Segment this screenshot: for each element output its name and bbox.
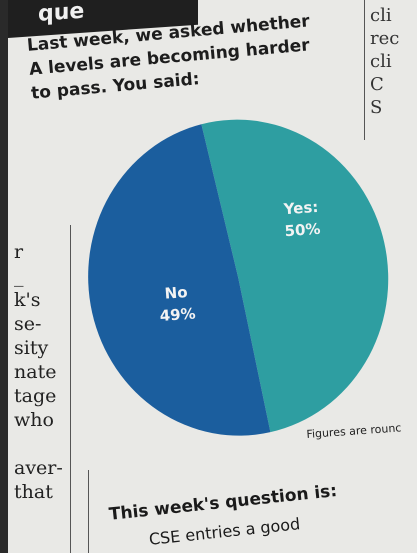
left-column-line: k's [14,289,41,311]
left-column-text: r _ k's se-sity nate tage who aver-that [14,240,74,504]
left-column-divider [70,225,71,553]
pie-slice-yes [201,119,389,433]
right-column-line: C [370,74,384,95]
right-column-text: cli rec cli C S [370,4,417,119]
bottom-column-divider [88,470,89,553]
section-header-text: que [38,0,85,27]
left-column-line: that [14,481,53,503]
pie-slice-no [88,124,271,436]
right-column-line: S [370,97,383,118]
pie-value-yes: 50% [284,220,321,240]
right-column-line: cli [370,51,392,72]
left-column-line: nate [14,361,57,383]
left-column-line [14,432,74,456]
right-column-line: rec [370,28,400,49]
left-column-line: sity [14,337,49,359]
next-question-title: This week's question is: [108,481,339,525]
pie-value-no: 49% [159,305,196,325]
right-column-divider [364,0,365,140]
next-question-text: CSE entries a good [148,514,302,549]
left-column-line: who [14,409,54,431]
newspaper-page: que Last week, we asked whether A levels… [8,0,417,553]
pie-label-no: No [164,283,188,303]
left-column-line: aver- [14,457,63,479]
left-column-line: tage [14,385,57,407]
right-column-line: cli [370,5,392,26]
left-column-line: r [14,241,24,263]
pie-label-yes: Yes: [282,198,319,218]
left-column-line: _ [14,265,24,287]
left-column-line: se- [14,313,42,335]
